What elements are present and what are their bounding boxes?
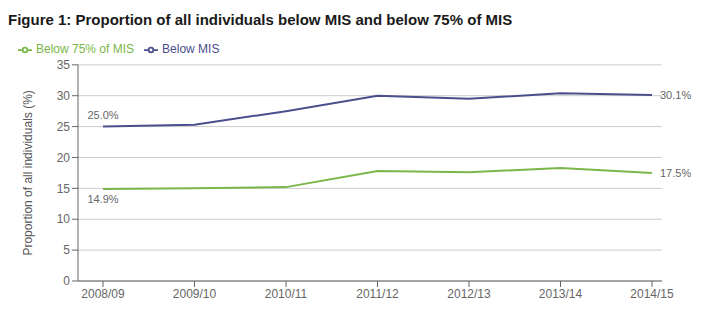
svg-text:Proportion of all individuals: Proportion of all individuals (%) (21, 90, 35, 255)
html-text:Below 75% of MIS: Below 75% of MIS (36, 42, 134, 56)
svg-text:17.5%: 17.5% (660, 167, 691, 179)
html-text:Figure 1: Proportion of all in: Figure 1: Proportion of all individuals … (8, 11, 513, 28)
svg-text:2014/15: 2014/15 (630, 287, 674, 301)
svg-text:0: 0 (63, 274, 70, 288)
svg-text:2009/10: 2009/10 (173, 287, 217, 301)
svg-text:30.1%: 30.1% (660, 89, 691, 101)
svg-text:2011/12: 2011/12 (356, 287, 399, 301)
svg-text:2012/13: 2012/13 (447, 287, 491, 301)
svg-text:2008/09: 2008/09 (81, 287, 125, 301)
svg-text:10: 10 (57, 212, 71, 226)
svg-text:5: 5 (63, 243, 70, 257)
svg-text:15: 15 (57, 182, 71, 196)
svg-text:25: 25 (57, 120, 71, 134)
svg-text:2010/11: 2010/11 (265, 287, 308, 301)
svg-text:30: 30 (57, 89, 71, 103)
svg-text:2013/14: 2013/14 (539, 287, 583, 301)
html-text:Below MIS: Below MIS (162, 42, 220, 56)
svg-text:25.0%: 25.0% (87, 109, 118, 121)
svg-text:14.9%: 14.9% (87, 193, 118, 205)
svg-text:20: 20 (57, 151, 71, 165)
svg-text:35: 35 (57, 58, 71, 72)
